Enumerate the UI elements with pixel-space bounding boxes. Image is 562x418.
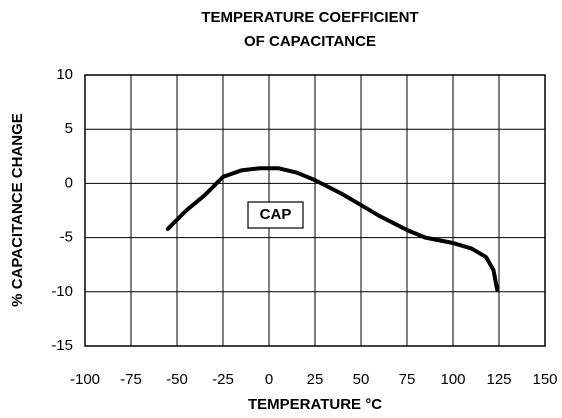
x-tick-label: 125 [486, 371, 511, 388]
y-tick-label: 5 [65, 120, 73, 137]
y-tick-label: -10 [51, 283, 73, 300]
x-tick-label: 150 [532, 371, 557, 388]
x-tick-label: 75 [399, 371, 416, 388]
y-axis-label: % CAPACITANCE CHANGE [9, 113, 26, 307]
x-tick-label: 100 [440, 371, 465, 388]
annotation-box [247, 201, 304, 229]
annotation: CAP [260, 206, 292, 223]
y-tick-label: 10 [56, 66, 73, 83]
data-line [165, 166, 500, 292]
x-tick-label: 25 [307, 371, 324, 388]
x-tick-label: -25 [212, 371, 234, 388]
x-axis-label: TEMPERATURE °C [248, 396, 382, 413]
chart-title: TEMPERATURE COEFFICIENT [201, 9, 418, 26]
x-tick-label: -50 [166, 371, 188, 388]
x-tick-label: -75 [120, 371, 142, 388]
y-tick-label: -5 [60, 229, 73, 246]
x-tick-label: 50 [353, 371, 370, 388]
x-tick-label: -100 [70, 371, 100, 388]
plot-frame [84, 74, 546, 347]
y-tick-label: 0 [65, 174, 73, 191]
y-tick-label: -15 [51, 337, 73, 354]
x-tick-label: 0 [265, 371, 273, 388]
chart-title: OF CAPACITANCE [244, 33, 376, 50]
